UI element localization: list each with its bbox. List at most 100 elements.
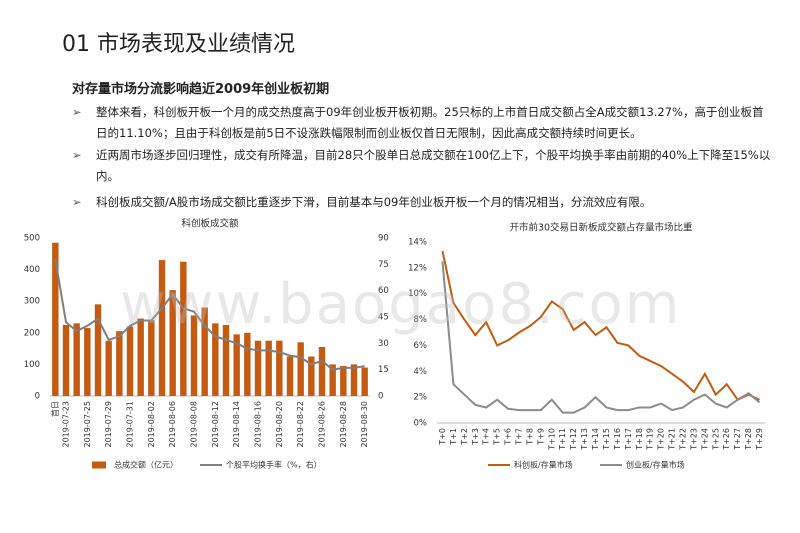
bar [222, 324, 230, 396]
y-tick-label: 4% [414, 367, 428, 377]
bar [350, 364, 358, 396]
x-tick-label: T+21 [668, 428, 677, 451]
x-tick-label: T+25 [711, 428, 720, 451]
bar [233, 334, 240, 396]
bar [244, 332, 251, 396]
y2-tick-label: 30 [378, 339, 389, 349]
x-tick-label: 2019-08-22 [296, 401, 305, 448]
x-tick-label: T+7 [515, 428, 524, 446]
x-tick-label: T+16 [613, 428, 622, 451]
bar [286, 356, 294, 396]
chart-title: 科创板成交额 [181, 218, 239, 230]
bar [73, 323, 80, 396]
x-tick-label: T+15 [602, 428, 611, 451]
x-tick-label: T+0 [438, 428, 447, 446]
bar [52, 242, 59, 396]
x-tick-label: 2019-08-26 [318, 401, 327, 448]
x-tick-label: 2019-08-30 [360, 401, 369, 448]
bullet: ➢ 近两周市场逐步回归理性，成交有所降温，目前28只个股单日总成交额在100亿上下… [72, 145, 772, 187]
x-tick-label: 2019-07-25 [83, 401, 92, 448]
bar [126, 326, 134, 396]
chart-title: 开市前30交易日新板成交额占存量市场比重 [509, 222, 693, 234]
x-tick-label: T+29 [755, 428, 764, 451]
y-tick-label: 500 [24, 234, 40, 244]
bar [158, 260, 166, 396]
bullet: ➢ 整体来看，科创板开板一个月的成交热度高于09年创业板开板初期。25只标的上市首… [72, 102, 772, 144]
x-tick-label: T+11 [558, 428, 567, 451]
x-tick-label: T+27 [733, 428, 742, 451]
bar [169, 290, 176, 396]
x-tick-label: T+1 [449, 428, 458, 446]
y2-tick-label: 0 [378, 392, 383, 402]
x-tick-label: 2019-07-29 [104, 401, 113, 448]
bar [308, 356, 315, 396]
bar [116, 331, 123, 396]
y2-tick-label: 75 [378, 260, 389, 270]
x-tick-label: 首日 [50, 401, 60, 417]
x-tick-label: 2019-07-31 [126, 401, 135, 448]
legend-label: 个股平均换手率（%，右） [226, 460, 322, 470]
y-tick-label: 8% [414, 315, 428, 325]
bar [201, 307, 208, 396]
page-title: 01 市场表现及业绩情况 [62, 32, 295, 57]
x-tick-label: 2019-07-23 [62, 401, 71, 448]
legend-label: 总成交额（亿元） [114, 460, 178, 470]
bar [180, 261, 187, 396]
bar [318, 347, 326, 396]
y-tick-label: 2% [414, 393, 428, 403]
y-tick-label: 0% [414, 419, 428, 429]
x-tick-label: 2019-08-28 [339, 401, 348, 448]
line [54, 258, 365, 371]
y-tick-label: 100 [24, 360, 40, 370]
x-tick-label: T+12 [569, 428, 578, 451]
legend-label: 科创板/存量市场 [514, 460, 573, 470]
x-tick-label: 2019-08-20 [275, 401, 284, 448]
x-tick-label: T+2 [460, 428, 469, 446]
bar [94, 304, 102, 396]
x-tick-label: 2019-08-08 [190, 401, 199, 448]
y-tick-label: 200 [24, 328, 40, 338]
x-tick-label: T+23 [689, 428, 698, 451]
x-tick-label: T+18 [635, 428, 644, 451]
x-tick-label: 2019-08-06 [168, 401, 177, 448]
bar [276, 340, 283, 396]
bar [105, 340, 112, 396]
x-tick-label: T+5 [493, 428, 502, 446]
x-tick-label: T+24 [700, 428, 709, 451]
bullet-text: 整体来看，科创板开板一个月的成交热度高于09年创业板开板初期。25只标的上市首日… [96, 105, 764, 140]
x-tick-label: 2019-08-16 [254, 401, 263, 448]
x-tick-label: 2019-08-02 [147, 401, 156, 448]
bar [340, 365, 347, 396]
y2-tick-label: 15 [378, 365, 389, 375]
bar [329, 364, 336, 396]
x-tick-label: T+26 [722, 428, 731, 451]
x-tick-label: T+14 [591, 428, 600, 451]
bar [212, 323, 219, 396]
y2-tick-label: 60 [378, 286, 389, 296]
x-tick-label: T+22 [679, 428, 688, 451]
chart: 开市前30交易日新板成交额占存量市场比重 0% 2% 4% 6% 8% 10% 12% 14% T… [408, 222, 765, 470]
y-tick-label: 10% [408, 289, 427, 299]
legend-swatch [92, 461, 106, 469]
x-tick-label: T+10 [547, 428, 556, 451]
y-tick-label: 300 [24, 297, 40, 307]
line [441, 250, 760, 401]
x-tick-label: T+20 [657, 428, 666, 451]
x-tick-label: T+13 [580, 428, 589, 451]
bar [190, 315, 198, 396]
bar [254, 340, 262, 396]
y2-tick-label: 90 [378, 234, 389, 244]
bullet: ➢ 科创板成交额/A股市场成交额比重逐步下滑，目前基本与09年创业板开板一个月的情… [72, 192, 772, 213]
watermark: www.baogao8.com [120, 272, 682, 337]
bar [297, 342, 304, 396]
x-tick-label: T+3 [471, 428, 480, 446]
y2-tick-label: 45 [378, 313, 389, 323]
x-tick-label: 2019-08-14 [232, 401, 241, 448]
bar [265, 340, 272, 396]
bullet-text: 近两周市场逐步回归理性，成交有所降温，目前28只个股单日总成交额在100亿上下，… [96, 148, 771, 183]
y-tick-label: 400 [24, 265, 40, 275]
x-tick-label: T+19 [646, 428, 655, 451]
legend-label: 创业板/存量市场 [626, 460, 685, 470]
bar [148, 320, 155, 396]
